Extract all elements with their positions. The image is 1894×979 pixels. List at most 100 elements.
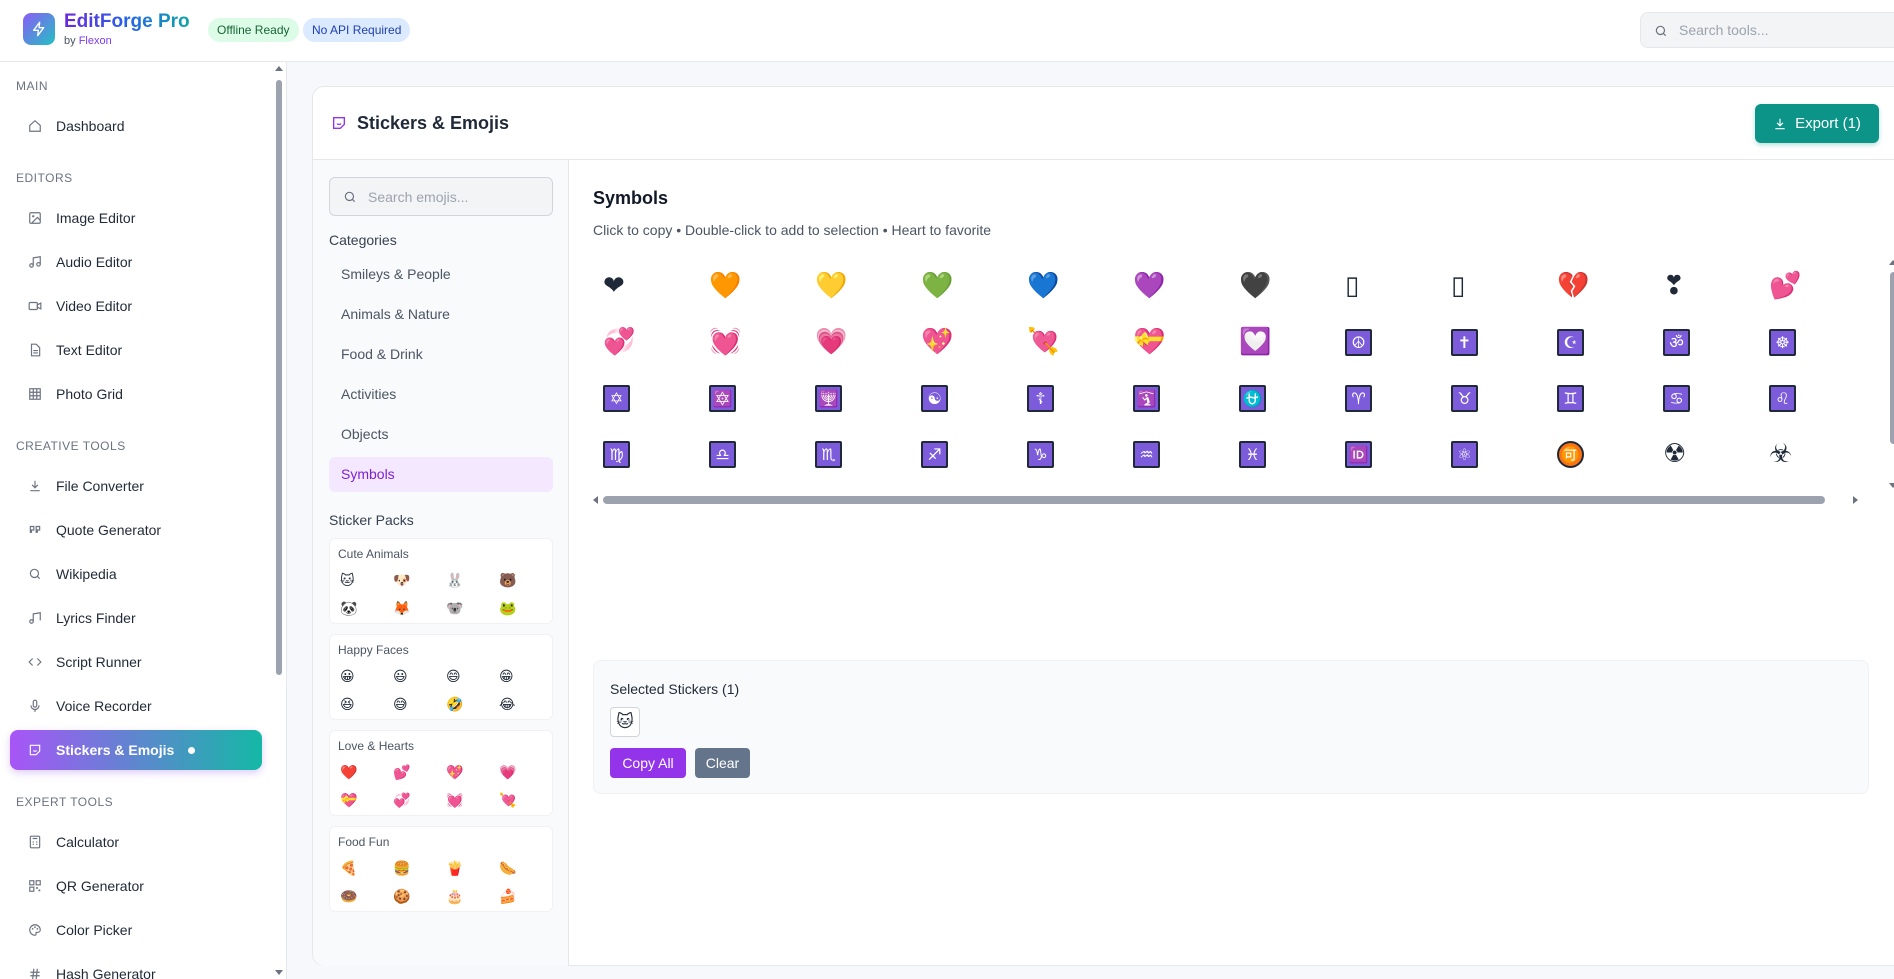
pack-emoji[interactable]: 😃 — [393, 667, 408, 684]
category-symbols[interactable]: Symbols — [329, 457, 553, 492]
emoji-cell[interactable]: ♐ — [911, 426, 1017, 482]
pack-emoji[interactable]: 😂 — [499, 695, 516, 712]
clear-button[interactable]: Clear — [695, 748, 750, 778]
sidebar-scroll-down[interactable] — [275, 970, 283, 975]
emoji-cell[interactable]: ❣ — [1653, 258, 1759, 314]
tool-search-input[interactable] — [1679, 13, 1889, 47]
emoji-cell[interactable]: ☦ — [1017, 370, 1123, 426]
category-smileys-people[interactable]: Smileys & People — [341, 266, 451, 282]
pack-emoji[interactable]: 💝 — [340, 791, 358, 808]
copy-all-button[interactable]: Copy All — [610, 748, 686, 778]
emoji-cell[interactable]: ☮ — [1335, 314, 1441, 370]
pack-emoji[interactable]: 🤣 — [446, 695, 464, 712]
pack-emoji[interactable]: 🌭 — [499, 859, 517, 876]
sidebar-item-quote-generator[interactable]: Quote Generator — [10, 510, 262, 550]
emoji-cell[interactable]: 💜 — [1123, 258, 1229, 314]
grid-scroll-left[interactable] — [593, 496, 598, 504]
sidebar-scroll-up[interactable] — [275, 66, 283, 71]
pack-emoji[interactable]: 🐨 — [446, 599, 464, 616]
emoji-cell[interactable]: ♒ — [1123, 426, 1229, 482]
emoji-cell[interactable]: ㊙ — [1759, 482, 1865, 490]
emoji-cell[interactable]: ☯ — [911, 370, 1017, 426]
emoji-cell[interactable]: ✡ — [593, 370, 699, 426]
emoji-cell[interactable]: ♉ — [1441, 370, 1547, 426]
emoji-cell[interactable]: 💟 — [1229, 314, 1335, 370]
category-food-drink[interactable]: Food & Drink — [341, 346, 423, 362]
sidebar-item-audio-editor[interactable]: Audio Editor — [10, 242, 262, 282]
tool-search[interactable] — [1640, 12, 1894, 48]
sidebar-item-hash-generator[interactable]: Hash Generator — [10, 954, 262, 979]
pack-emoji[interactable]: 😀 — [340, 667, 355, 684]
sidebar-item-dashboard[interactable]: Dashboard — [10, 106, 262, 146]
sidebar-item-file-converter[interactable]: File Converter — [10, 466, 262, 506]
pack-emoji[interactable]: 🎂 — [446, 887, 464, 904]
pack-love-hearts[interactable]: Love & Hearts ❤️ 💕 💖 💗 💝 💞 💓 💘 — [329, 730, 553, 816]
sidebar-item-text-editor[interactable]: Text Editor — [10, 330, 262, 370]
emoji-search-input[interactable] — [368, 178, 548, 215]
emoji-cell[interactable]: 📳 — [699, 482, 805, 490]
emoji-cell[interactable]: 🆚 — [1441, 482, 1547, 490]
emoji-cell[interactable]: 💕 — [1759, 258, 1865, 314]
emoji-cell[interactable]: ☢ — [1653, 426, 1759, 482]
sidebar-item-stickers-emojis[interactable]: Stickers & Emojis — [10, 730, 262, 770]
sidebar-item-wikipedia[interactable]: Wikipedia — [10, 554, 262, 594]
emoji-cell[interactable]: 🕎 — [805, 370, 911, 426]
emoji-cell[interactable]: 🧡 — [699, 258, 805, 314]
grid-scroll-up[interactable] — [1889, 260, 1894, 265]
emoji-cell[interactable]: ✝ — [1441, 314, 1547, 370]
emoji-grid-viewport[interactable]: ❤ 🧡 💛 💚 💙 💜 🖤 ▯ ▯ 💔 ❣ 💕 💞 💓 💗 💖 💘 💝 💟 ☮ ✝ ☪ ॐ ☸ ✡ 🔯 🕎 ☯ ☦ 🛐 ⛎ ♈ ♉ ♊ ♋ ♌ ♍ ♎ ♏ ♐… — [593, 258, 1877, 490]
emoji-cell[interactable]: ☣ — [1759, 426, 1865, 482]
emoji-cell[interactable]: ♑ — [1017, 426, 1123, 482]
pack-emoji[interactable]: 💘 — [499, 791, 517, 808]
sidebar-item-video-editor[interactable]: Video Editor — [10, 286, 262, 326]
emoji-cell[interactable]: ▯ — [1441, 258, 1547, 314]
pack-emoji[interactable]: 🍕 — [340, 859, 358, 876]
emoji-cell[interactable]: 💔 — [1547, 258, 1653, 314]
emoji-cell[interactable]: 🔯 — [699, 370, 805, 426]
emoji-cell[interactable]: ☸ — [1759, 314, 1865, 370]
grid-vscrollbar-thumb[interactable] — [1890, 272, 1894, 444]
pack-emoji[interactable]: 💖 — [446, 763, 464, 780]
pack-emoji[interactable]: 😄 — [446, 667, 461, 684]
category-activities[interactable]: Activities — [341, 386, 397, 402]
pack-emoji[interactable]: 🦊 — [393, 599, 411, 616]
emoji-cell[interactable]: 🆔 — [1335, 426, 1441, 482]
pack-emoji[interactable]: 💗 — [499, 763, 517, 780]
emoji-cell[interactable]: 💙 — [1017, 258, 1123, 314]
emoji-cell[interactable]: ♌ — [1759, 370, 1865, 426]
emoji-cell[interactable]: ❤ — [593, 258, 699, 314]
emoji-cell[interactable]: 🈶 — [805, 482, 911, 490]
emoji-cell[interactable]: ✴ — [1335, 482, 1441, 490]
emoji-cell[interactable]: 💓 — [699, 314, 805, 370]
sidebar-item-image-editor[interactable]: Image Editor — [10, 198, 262, 238]
export-button[interactable]: Export (1) — [1755, 104, 1879, 143]
emoji-cell[interactable]: ♎ — [699, 426, 805, 482]
pack-emoji[interactable]: 🐶 — [393, 571, 411, 588]
emoji-cell[interactable]: ♋ — [1653, 370, 1759, 426]
selected-sticker[interactable]: 🐱 — [610, 707, 640, 737]
pack-emoji[interactable]: 🐻 — [499, 571, 517, 588]
emoji-cell[interactable]: 💮 — [1547, 482, 1653, 490]
emoji-cell[interactable]: 🖤 — [1229, 258, 1335, 314]
pack-emoji[interactable]: 🐰 — [446, 571, 464, 588]
pack-emoji[interactable]: 🐱 — [340, 571, 355, 588]
sidebar-item-script-runner[interactable]: Script Runner — [10, 642, 262, 682]
sidebar-item-photo-grid[interactable]: Photo Grid — [10, 374, 262, 414]
emoji-cell[interactable]: 💚 — [911, 258, 1017, 314]
pack-emoji[interactable]: 🍔 — [393, 859, 411, 876]
grid-scroll-right[interactable] — [1853, 496, 1858, 504]
emoji-search[interactable] — [329, 177, 553, 216]
pack-emoji[interactable]: ❤️ — [340, 763, 358, 780]
pack-emoji[interactable]: 🍟 — [446, 859, 464, 876]
pack-emoji[interactable]: 😅 — [393, 695, 408, 712]
emoji-cell[interactable]: 🉑 — [1547, 426, 1653, 482]
category-objects[interactable]: Objects — [341, 426, 389, 442]
emoji-cell[interactable]: ॐ — [1653, 314, 1759, 370]
emoji-cell[interactable]: 🛐 — [1123, 370, 1229, 426]
sidebar-scrollbar-thumb[interactable] — [276, 80, 282, 675]
emoji-cell[interactable]: 💛 — [805, 258, 911, 314]
sidebar-item-voice-recorder[interactable]: Voice Recorder — [10, 686, 262, 726]
emoji-cell[interactable]: 💗 — [805, 314, 911, 370]
sidebar-item-lyrics-finder[interactable]: Lyrics Finder — [10, 598, 262, 638]
emoji-cell[interactable]: 💘 — [1017, 314, 1123, 370]
